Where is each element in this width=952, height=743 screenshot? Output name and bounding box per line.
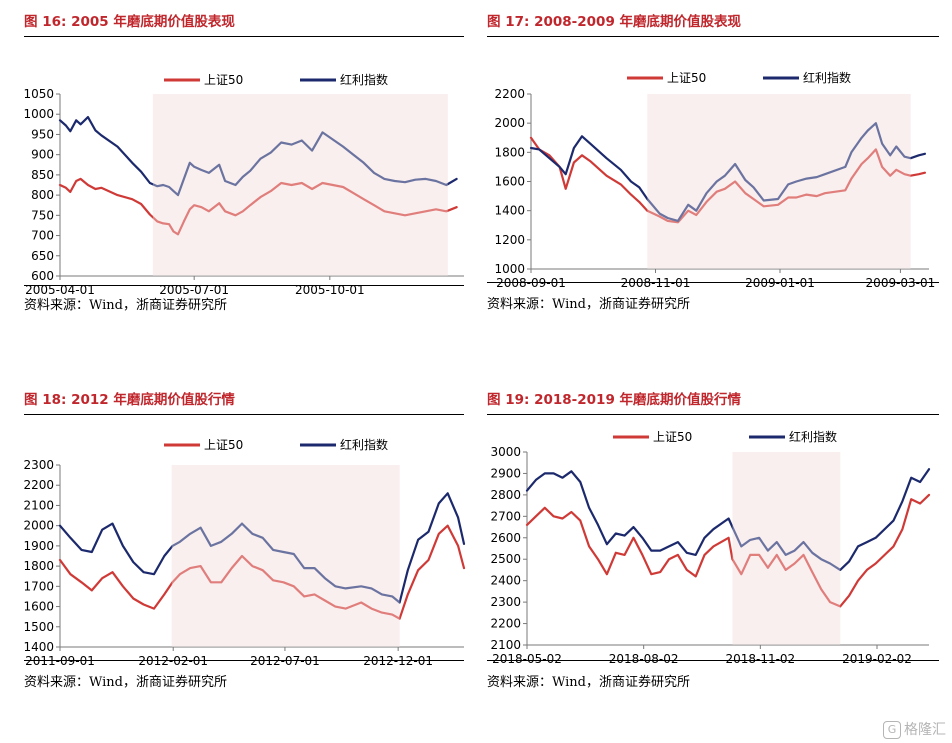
y-tick-label: 1500 — [23, 620, 54, 634]
y-tick-label: 950 — [31, 127, 54, 141]
legend-label-dividend: 红利指数 — [803, 70, 851, 85]
line-chart: 2100 2200 2300 2400 2500 2600 2700 2800 2900 3000… — [490, 429, 931, 666]
chart-title: 图 18: 2012 年磨底期价值股行情 — [24, 392, 235, 408]
y-tick-label: 2500 — [490, 552, 521, 566]
y-tick-label: 2100 — [490, 638, 521, 652]
y-tick-label: 2100 — [23, 498, 54, 512]
series-line-sse50 — [58, 177, 458, 236]
shaded-period-overlay — [647, 94, 911, 269]
y-tick-label: 2300 — [23, 458, 54, 472]
y-tick-label: 600 — [31, 269, 54, 283]
watermark-logo-icon: G — [883, 721, 901, 739]
y-tick-label: 3000 — [490, 445, 521, 459]
source-rule — [24, 285, 464, 286]
chart-title: 图 16: 2005 年磨底期价值股表现 — [24, 14, 235, 30]
shaded-period-overlay — [152, 94, 448, 276]
x-tick-label: 2008-11-01 — [621, 276, 691, 290]
x-tick-label: 2012-02-01 — [138, 654, 208, 668]
series-line-sse50 — [525, 493, 931, 608]
y-tick-label: 1000 — [494, 262, 525, 276]
y-tick-label: 1400 — [23, 640, 54, 654]
y-tick-label: 2000 — [494, 116, 525, 130]
y-tick-label: 2600 — [490, 531, 521, 545]
y-tick-label: 2200 — [490, 617, 521, 631]
y-tick-label: 700 — [31, 229, 54, 243]
shaded-period — [152, 94, 448, 276]
title-rule — [24, 414, 464, 415]
source-rule — [487, 660, 939, 661]
x-tick-label: 2012-07-01 — [250, 654, 320, 668]
title-rule — [487, 36, 939, 37]
y-tick-label: 1600 — [494, 175, 525, 189]
y-tick-label: 1200 — [494, 233, 525, 247]
y-tick-label: 1050 — [23, 87, 54, 101]
y-tick-label: 1400 — [494, 204, 525, 218]
y-tick-label: 1900 — [23, 539, 54, 553]
chart-title: 图 17: 2008-2009 年磨底期价值股表现 — [487, 14, 742, 30]
chart-title: 图 19: 2018-2019 年磨底期价值股行情 — [487, 392, 742, 408]
y-tick-label: 650 — [31, 249, 54, 263]
source-note: 资料来源：Wind，浙商证券研究所 — [24, 298, 227, 313]
legend-label-sse50: 上证50 — [653, 430, 692, 444]
shaded-period-overlay — [732, 452, 841, 645]
line-chart: 600 650 700 750 800 850 900 950 1000 1050 2005-04-… — [23, 72, 464, 297]
y-tick-label: 1700 — [23, 579, 54, 593]
shaded-period — [171, 465, 400, 647]
y-tick-label: 2900 — [490, 466, 521, 480]
y-tick-label: 2800 — [490, 488, 521, 502]
y-tick-label: 900 — [31, 148, 54, 162]
shaded-period-overlay — [171, 465, 400, 647]
y-tick-label: 750 — [31, 208, 54, 222]
y-tick-label: 2700 — [490, 509, 521, 523]
line-chart: 1400 1500 1600 1700 1800 1900 2000 2100 2200 2300… — [23, 437, 466, 668]
y-tick-label: 800 — [31, 188, 54, 202]
x-tick-label: 2008-09-01 — [496, 276, 566, 290]
x-tick-label: 2018-08-02 — [609, 652, 679, 666]
legend-label-sse50: 上证50 — [667, 71, 706, 85]
legend-label-dividend: 红利指数 — [340, 437, 388, 452]
series-line-sse50 — [529, 136, 926, 224]
source-note: 资料来源：Wind，浙商证券研究所 — [487, 297, 690, 312]
y-tick-label: 2300 — [490, 595, 521, 609]
legend-label-dividend: 红利指数 — [340, 72, 388, 87]
y-tick-label: 2000 — [23, 519, 54, 533]
legend-label-dividend: 红利指数 — [789, 429, 837, 444]
y-tick-label: 2200 — [23, 478, 54, 492]
legend-label-sse50: 上证50 — [204, 73, 243, 87]
y-tick-label: 2200 — [494, 87, 525, 101]
watermark: G 格隆汇 — [883, 719, 946, 739]
title-rule — [487, 414, 939, 415]
x-tick-label: 2009-03-01 — [866, 276, 936, 290]
source-rule — [487, 282, 939, 283]
x-tick-label: 2019-02-02 — [842, 652, 912, 666]
x-tick-label: 2009-01-01 — [745, 276, 815, 290]
y-tick-label: 2400 — [490, 574, 521, 588]
series-line-dividend — [58, 115, 458, 197]
x-tick-label: 2011-09-01 — [25, 654, 95, 668]
source-rule — [24, 660, 464, 661]
x-tick-label: 2005-10-01 — [295, 283, 365, 297]
source-note: 资料来源：Wind，浙商证券研究所 — [487, 675, 690, 690]
line-chart: 1000 1200 1400 1600 1800 2000 2200 2008-09-01 20… — [494, 70, 936, 290]
y-tick-label: 1800 — [494, 145, 525, 159]
y-tick-label: 1600 — [23, 600, 54, 614]
y-tick-label: 1800 — [23, 559, 54, 573]
shaded-period — [732, 452, 841, 645]
series-line-dividend — [525, 468, 931, 571]
series-line-dividend — [529, 122, 926, 222]
x-tick-label: 2005-07-01 — [159, 283, 229, 297]
x-tick-label: 2012-12-01 — [363, 654, 433, 668]
source-note: 资料来源：Wind，浙商证券研究所 — [24, 675, 227, 690]
series-line-sse50 — [58, 524, 466, 620]
y-tick-label: 1000 — [23, 107, 54, 121]
title-rule — [24, 36, 464, 37]
series-line-dividend — [58, 492, 466, 604]
y-tick-label: 850 — [31, 168, 54, 182]
shaded-period — [647, 94, 911, 269]
x-tick-label: 2018-11-02 — [725, 652, 795, 666]
x-tick-label: 2018-05-02 — [492, 652, 562, 666]
watermark-text: 格隆汇 — [904, 722, 946, 738]
x-tick-label: 2005-04-01 — [25, 283, 95, 297]
legend-label-sse50: 上证50 — [204, 438, 243, 452]
